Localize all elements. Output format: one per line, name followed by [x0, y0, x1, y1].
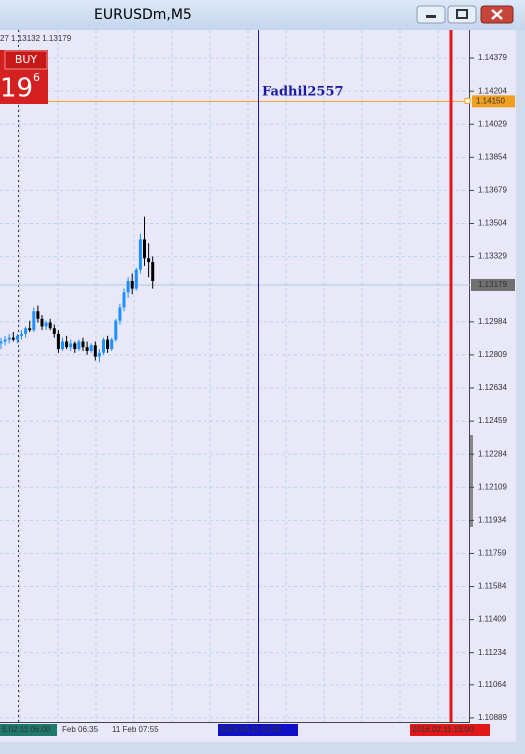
candle-body — [32, 311, 36, 331]
level-box — [472, 95, 515, 108]
candle-body — [0, 341, 3, 344]
time-label: 2016.02.11 11:00 — [220, 725, 282, 734]
candle-body — [52, 328, 56, 334]
candle-body — [89, 345, 93, 351]
y-tick-label: 1.13329 — [478, 252, 507, 261]
candle-body — [81, 341, 85, 348]
buy-price-small: 6 — [33, 71, 40, 84]
y-tick-label: 1.11759 — [478, 549, 507, 558]
candle-body — [93, 345, 97, 357]
candle-body — [97, 352, 101, 357]
title-bar — [0, 0, 525, 30]
candle-body — [138, 239, 142, 270]
y-tick-label: 1.13679 — [478, 186, 507, 195]
y-tick-label: 1.10889 — [478, 713, 507, 722]
candle-body — [3, 339, 7, 342]
candle-body — [126, 280, 130, 293]
maximize-button[interactable] — [447, 5, 477, 24]
info-text: 27 1.13132 1.13179 — [0, 34, 72, 43]
y-tick-label: 1.14029 — [478, 119, 507, 128]
level-handle — [464, 97, 471, 104]
level-label: 1.14150 — [476, 96, 505, 105]
candle-body — [15, 335, 19, 340]
candle-body — [20, 333, 23, 336]
window-title: EURUSDm,M5 — [94, 7, 192, 23]
buy-panel[interactable]: BUY 19 6 — [0, 50, 48, 104]
candle-body — [85, 347, 89, 351]
candle-body — [28, 328, 32, 331]
minimize-button[interactable] — [416, 5, 446, 24]
buy-label[interactable]: BUY — [15, 53, 38, 66]
y-tick-label: 1.13504 — [478, 219, 507, 228]
candle-body — [147, 258, 151, 263]
current-price-box — [471, 278, 515, 291]
y-tick-label: 1.12109 — [478, 482, 507, 491]
buy-price-big: 19 — [0, 74, 33, 104]
close-button[interactable] — [480, 5, 514, 24]
candle-body — [36, 311, 40, 319]
plot: 1.14379 1.14204 1.14029 1.13854 1.13679 1.135… — [0, 30, 515, 736]
y-tick-label: 1.12459 — [478, 416, 507, 425]
y-tick-label: 1.12284 — [478, 449, 507, 458]
annotation: Fadhil2557 — [262, 85, 344, 100]
candle-body — [118, 307, 122, 321]
y-tick-label: 1.13854 — [478, 152, 507, 161]
candle-body — [151, 262, 155, 281]
y-tick-label: 1.11934 — [478, 515, 507, 524]
y-tick-label: 1.12984 — [478, 317, 507, 326]
candle-body — [7, 337, 11, 340]
time-label: Feb 06:35 — [62, 725, 99, 734]
time-label-box — [218, 724, 298, 736]
candle-body — [44, 322, 48, 327]
y-tick-label: 1.14204 — [478, 86, 507, 95]
scroll-marker — [470, 435, 473, 527]
candle-body — [61, 341, 64, 350]
y-tick-label: 1.11584 — [478, 582, 507, 591]
time-label-box — [0, 724, 57, 736]
time-label-box — [410, 724, 490, 736]
candle-body — [143, 239, 146, 259]
time-label: 11 Feb 07:55 — [112, 725, 159, 734]
time-label: 2016.02.11 15:00 — [412, 725, 474, 734]
candle-body — [106, 339, 110, 350]
candle-body — [134, 269, 138, 289]
y-tick-label: 1.12634 — [478, 383, 507, 392]
candle-body — [73, 343, 77, 350]
candle-body — [122, 292, 126, 308]
candle-body — [114, 320, 118, 340]
candle-body — [24, 328, 28, 334]
candle-body — [11, 337, 15, 340]
candle-body — [48, 322, 52, 329]
time-label: 5.02.11 06:00 — [2, 725, 51, 734]
candle-body — [130, 280, 134, 289]
candle-body — [65, 341, 69, 348]
candle-body — [40, 318, 44, 327]
y-tick-label: 1.14379 — [478, 53, 507, 62]
candle-body — [110, 339, 114, 350]
candle-body — [102, 339, 105, 353]
y-tick-label: 1.12809 — [478, 350, 507, 359]
candle-body — [69, 343, 73, 348]
candle-body — [77, 341, 81, 350]
candle-body — [56, 333, 60, 350]
y-tick-label: 1.11064 — [478, 680, 507, 689]
y-tick-label: 1.11409 — [478, 615, 507, 624]
y-tick-label: 1.11234 — [478, 648, 507, 657]
current-price-label: 1.13179 — [478, 280, 507, 289]
